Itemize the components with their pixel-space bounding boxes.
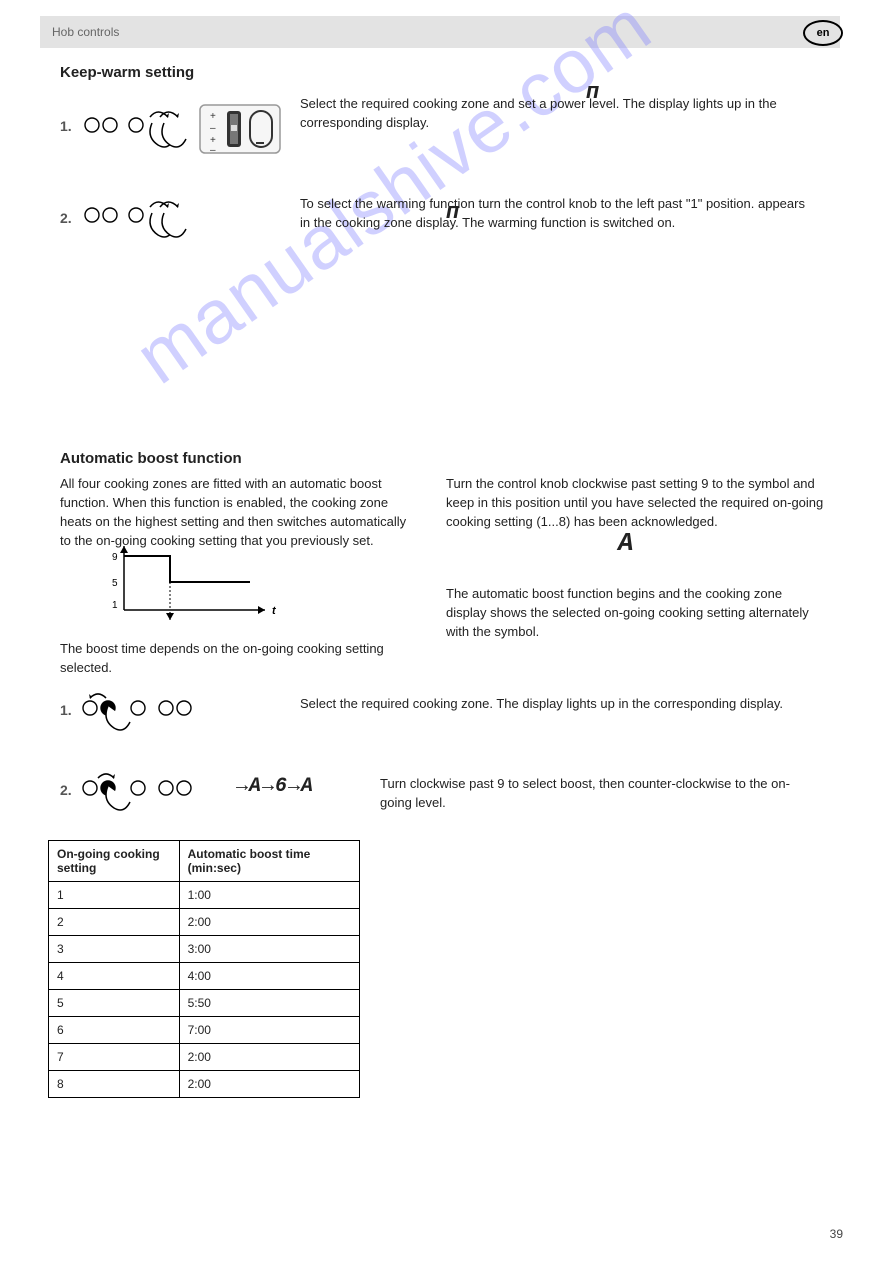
warming-step2-text: To select the warming function turn the …: [300, 195, 810, 233]
auto-step1-num: 1.: [60, 702, 72, 718]
table-cell: 5: [49, 990, 180, 1017]
svg-text:–: –: [210, 123, 216, 134]
table-row: 82:00: [49, 1071, 360, 1098]
header-bar-text: Hob controls: [52, 24, 119, 41]
table-cell: 3: [49, 936, 180, 963]
boost-time-table: On-going cooking setting Automatic boost…: [48, 840, 360, 1098]
table-cell: 2:00: [179, 1044, 359, 1071]
table-cell: 8: [49, 1071, 180, 1098]
auto-step1-graphic: [80, 688, 220, 743]
table-cell: 5:50: [179, 990, 359, 1017]
table-body: 11:00 22:00 33:00 44:00 55:50 67:00 72:0…: [49, 882, 360, 1098]
table-cell: 1: [49, 882, 180, 909]
table-row: 72:00: [49, 1044, 360, 1071]
a-glyph: A: [618, 528, 635, 558]
warming-step2-graphic: [82, 195, 212, 255]
table-cell: 4:00: [179, 963, 359, 990]
table-cell: 1:00: [179, 882, 359, 909]
language-indicator-label: en: [817, 27, 830, 39]
svg-text:1: 1: [112, 600, 118, 611]
table-cell: 4: [49, 963, 180, 990]
table-row: 44:00: [49, 963, 360, 990]
auto-step1-text: Select the required cooking zone. The di…: [300, 695, 800, 714]
auto-step2-graphic: [80, 768, 220, 823]
auto-title: Automatic boost function: [60, 450, 242, 467]
table-cell: 7:00: [179, 1017, 359, 1044]
table-cell: 3:00: [179, 936, 359, 963]
warming-step2-num: 2.: [60, 210, 72, 226]
auto-right-text2: The automatic boost function begins and …: [446, 585, 826, 642]
language-indicator: en: [803, 20, 843, 46]
boost-graph: 9 5 1 t: [100, 540, 290, 630]
table-row: 22:00: [49, 909, 360, 936]
table-header-row: On-going cooking setting Automatic boost…: [49, 841, 360, 882]
table-cell: 2:00: [179, 1071, 359, 1098]
warming-step1-text: Select the required cooking zone and set…: [300, 95, 810, 133]
auto-step2-text: Turn clockwise past 9 to select boost, t…: [380, 775, 820, 813]
auto-intro2: The boost time depends on the on-going c…: [60, 640, 420, 678]
table-cell: 6: [49, 1017, 180, 1044]
table-cell: 2:00: [179, 909, 359, 936]
header-bar: [40, 16, 840, 48]
table-cell: 7: [49, 1044, 180, 1071]
svg-text:9: 9: [112, 552, 118, 563]
svg-text:t: t: [272, 605, 277, 617]
svg-text:+: +: [210, 111, 216, 122]
page-root: Hob controls en manualshive.com Keep-war…: [0, 0, 893, 1263]
a6a-glyph: →A→6→A: [236, 775, 314, 798]
auto-step2-num: 2.: [60, 782, 72, 798]
svg-text:–: –: [210, 145, 216, 156]
warming-title: Keep-warm setting: [60, 64, 194, 81]
svg-text:5: 5: [112, 578, 118, 589]
table-row: 33:00: [49, 936, 360, 963]
table-cell: 2: [49, 909, 180, 936]
table-head-left: On-going cooking setting: [49, 841, 180, 882]
table-head-right: Automatic boost time (min:sec): [179, 841, 359, 882]
warming-step1-graphic: + – + –: [82, 105, 282, 165]
table-row: 11:00: [49, 882, 360, 909]
auto-right-text1: Turn the control knob clockwise past set…: [446, 475, 826, 532]
page-number: 39: [830, 1226, 843, 1243]
table-row: 67:00: [49, 1017, 360, 1044]
warming-step1-num: 1.: [60, 118, 72, 134]
table-row: 55:50: [49, 990, 360, 1017]
